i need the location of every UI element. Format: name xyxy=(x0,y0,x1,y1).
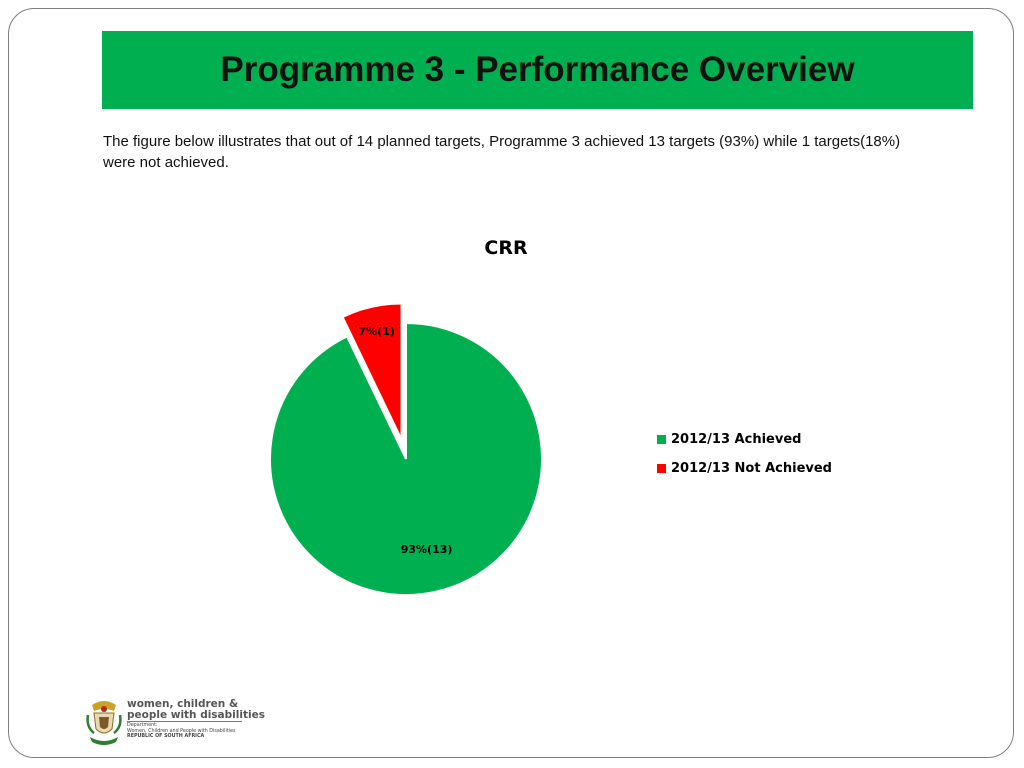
legend-swatch-achieved xyxy=(657,435,666,444)
legend-label-achieved: 2012/13 Achieved xyxy=(671,432,802,447)
logo-line-2: people with disabilities xyxy=(127,709,265,721)
pie-slice-achieved xyxy=(269,321,543,596)
logo-dept-line-2: Women, Children and People with Disabili… xyxy=(127,728,236,734)
logo-name: women, children & people with disabiliti… xyxy=(127,699,265,721)
coat-of-arms-icon xyxy=(86,701,122,745)
pie-label-not-achieved: 7%(1) xyxy=(359,325,395,338)
logo-dept-line-3: REPUBLIC OF SOUTH AFRICA xyxy=(127,734,205,740)
pie-label-achieved: 93%(13) xyxy=(401,543,453,556)
pie-slice-not-achieved xyxy=(341,302,403,440)
chart-title: CRR xyxy=(484,237,528,259)
chart-legend: 2012/13 Achieved 2012/13 Not Achieved xyxy=(657,425,832,483)
legend-swatch-not-achieved xyxy=(657,464,666,473)
logo-dept-line-1: Department: xyxy=(127,723,158,728)
department-logo: women, children & people with disabiliti… xyxy=(84,697,265,749)
logo-department: Department: Women, Children and People w… xyxy=(127,723,235,740)
logo-divider xyxy=(127,721,242,722)
legend-label-not-achieved: 2012/13 Not Achieved xyxy=(671,461,832,476)
legend-item-achieved: 2012/13 Achieved xyxy=(657,425,832,454)
title-banner: Programme 3 - Performance Overview xyxy=(102,31,973,109)
slide-description: The figure below illustrates that out of… xyxy=(103,133,901,171)
slide-title: Programme 3 - Performance Overview xyxy=(220,50,855,89)
legend-item-not-achieved: 2012/13 Not Achieved xyxy=(657,454,832,483)
logo-line-1: women, children & xyxy=(127,698,239,710)
